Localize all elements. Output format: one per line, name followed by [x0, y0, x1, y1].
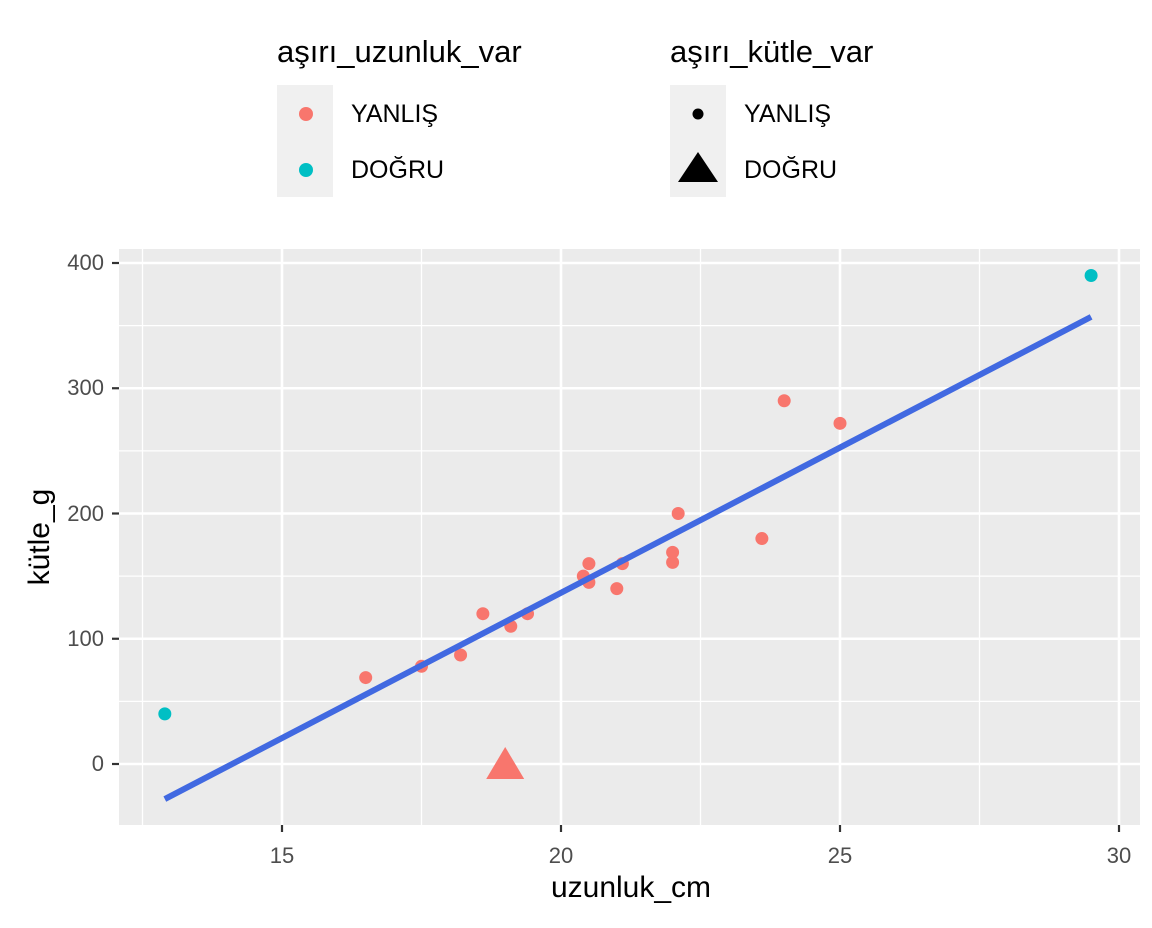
color-legend-label-true: DOĞRU	[351, 156, 445, 184]
y-tick-label: 400	[67, 250, 104, 275]
data-point	[504, 619, 518, 633]
data-point	[582, 575, 596, 589]
data-point	[521, 607, 535, 621]
data-point	[671, 507, 685, 520]
data-point-triangle	[486, 747, 525, 779]
shape-legend-title: aşırı_kütle_var	[670, 34, 874, 69]
data-point	[777, 394, 791, 408]
data-point	[415, 659, 428, 673]
y-tick-label: 100	[67, 625, 104, 651]
y-tick-label: 300	[67, 375, 104, 401]
y-tick-label: 0	[91, 751, 104, 776]
x-tick-label: 30	[1106, 843, 1132, 868]
color-legend-keys	[277, 85, 333, 197]
data-point	[755, 532, 769, 546]
data-point	[582, 557, 596, 571]
color-legend-label-false: YANLIŞ	[351, 100, 439, 128]
shape-legend-label-true: DOĞRU	[744, 156, 838, 184]
data-point	[615, 557, 629, 571]
data-point	[576, 569, 590, 583]
shape-legend-keys	[670, 85, 726, 197]
plot-panel	[119, 249, 1140, 825]
data-point	[454, 648, 468, 662]
data-point	[666, 555, 680, 569]
x-tick-label: 15	[269, 843, 295, 868]
x-axis-title: uzunluk_cm	[550, 871, 712, 904]
data-point	[1084, 269, 1098, 283]
data-point	[359, 671, 373, 685]
y-tick-label: 200	[67, 500, 104, 526]
data-point	[158, 707, 172, 721]
data-point	[476, 607, 490, 621]
regression-line	[163, 314, 1093, 802]
x-tick-label: 20	[548, 843, 574, 868]
x-tick-label: 25	[827, 843, 853, 868]
data-point	[833, 416, 847, 430]
shape-legend-label-false: YANLIŞ	[744, 100, 832, 128]
data-point	[610, 582, 624, 596]
data-point	[666, 545, 680, 559]
color-legend-title: aşırı_uzunluk_var	[277, 34, 522, 69]
